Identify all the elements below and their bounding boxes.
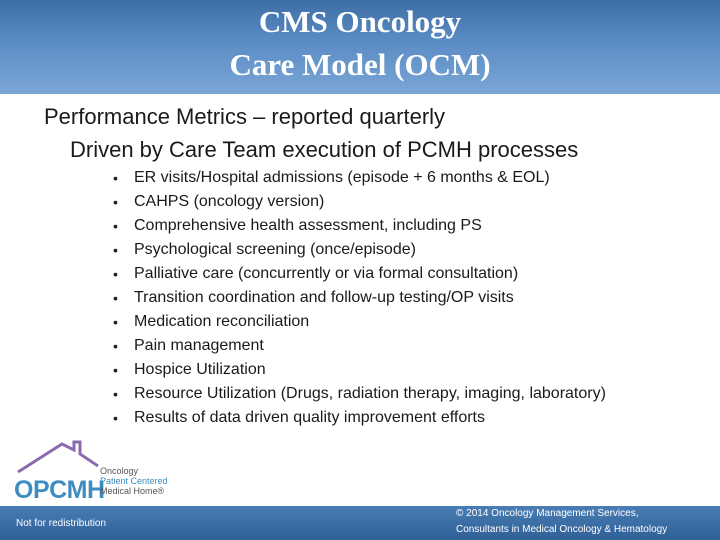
footer-bar: Not for redistribution © 2014 Oncology M…	[0, 506, 720, 540]
list-item-text: Comprehensive health assessment, includi…	[134, 217, 482, 234]
bullet-icon: •	[113, 314, 118, 330]
bullet-icon: •	[113, 410, 118, 426]
bullet-icon: •	[113, 194, 118, 210]
bullet-icon: •	[113, 218, 118, 234]
bullet-icon: •	[113, 362, 118, 378]
copyright-line-2: Consultants in Medical Oncology & Hemato…	[456, 524, 668, 535]
section-subheading: Driven by Care Team execution of PCMH pr…	[70, 137, 579, 162]
bullet-icon: •	[113, 386, 118, 402]
metrics-list: • ER visits/Hospital admissions (episode …	[110, 166, 606, 430]
section-heading: Performance Metrics – reported quarterly	[44, 104, 446, 129]
list-item: • Palliative care (concurrently or via fo…	[110, 262, 606, 286]
list-item: • CAHPS (oncology version)	[110, 190, 606, 214]
list-item: • Results of data driven quality improvem…	[110, 406, 606, 430]
opcmh-logo: OPCMH Oncology Patient Centered Medical …	[14, 436, 204, 504]
logo-wordmark: OPCMH	[14, 476, 105, 504]
list-item-text: CAHPS (oncology version)	[134, 193, 325, 210]
list-item: • Pain management	[110, 334, 606, 358]
list-item-text: Hospice Utilization	[134, 361, 266, 378]
list-item-text: Psychological screening (once/episode)	[134, 241, 416, 258]
slide-title-line-1: CMS Oncology	[258, 4, 462, 39]
logo-tagline-line-3: Medical Home®	[100, 486, 165, 496]
list-item-text: Palliative care (concurrently or via for…	[134, 265, 519, 282]
list-item: • Psychological screening (once/episode)	[110, 238, 606, 262]
title-banner: CMS Oncology Care Model (OCM)	[0, 0, 720, 94]
list-item-text: Medication reconciliation	[134, 313, 310, 330]
copyright-notice: © 2014 Oncology Management Services, Con…	[456, 506, 716, 538]
list-item: • Medication reconciliation	[110, 310, 606, 334]
list-item-text: ER visits/Hospital admissions (episode +…	[134, 169, 550, 186]
bullet-icon: •	[113, 290, 118, 306]
logo-tagline: Oncology Patient Centered Medical Home®	[100, 466, 168, 496]
list-item-text: Transition coordination and follow-up te…	[134, 289, 514, 306]
list-item: • Resource Utilization (Drugs, radiation …	[110, 382, 606, 406]
logo-tagline-line-1: Oncology	[100, 466, 139, 476]
bullet-icon: •	[113, 266, 118, 282]
slide-title-line-2: Care Model (OCM)	[229, 47, 491, 82]
redistribution-notice: Not for redistribution	[16, 518, 107, 529]
list-item-text: Results of data driven quality improveme…	[134, 409, 485, 426]
list-item: • ER visits/Hospital admissions (episode …	[110, 166, 606, 190]
list-item: • Comprehensive health assessment, includ…	[110, 214, 606, 238]
list-item: • Transition coordination and follow-up t…	[110, 286, 606, 310]
list-item-text: Resource Utilization (Drugs, radiation t…	[134, 385, 606, 402]
logo-tagline-line-2: Patient Centered	[100, 476, 168, 486]
list-item-text: Pain management	[134, 337, 264, 354]
list-item: • Hospice Utilization	[110, 358, 606, 382]
bullet-icon: •	[113, 170, 118, 186]
copyright-line-1: © 2014 Oncology Management Services,	[456, 508, 639, 519]
bullet-icon: •	[113, 338, 118, 354]
house-roof-icon	[17, 440, 99, 474]
bullet-icon: •	[113, 242, 118, 258]
